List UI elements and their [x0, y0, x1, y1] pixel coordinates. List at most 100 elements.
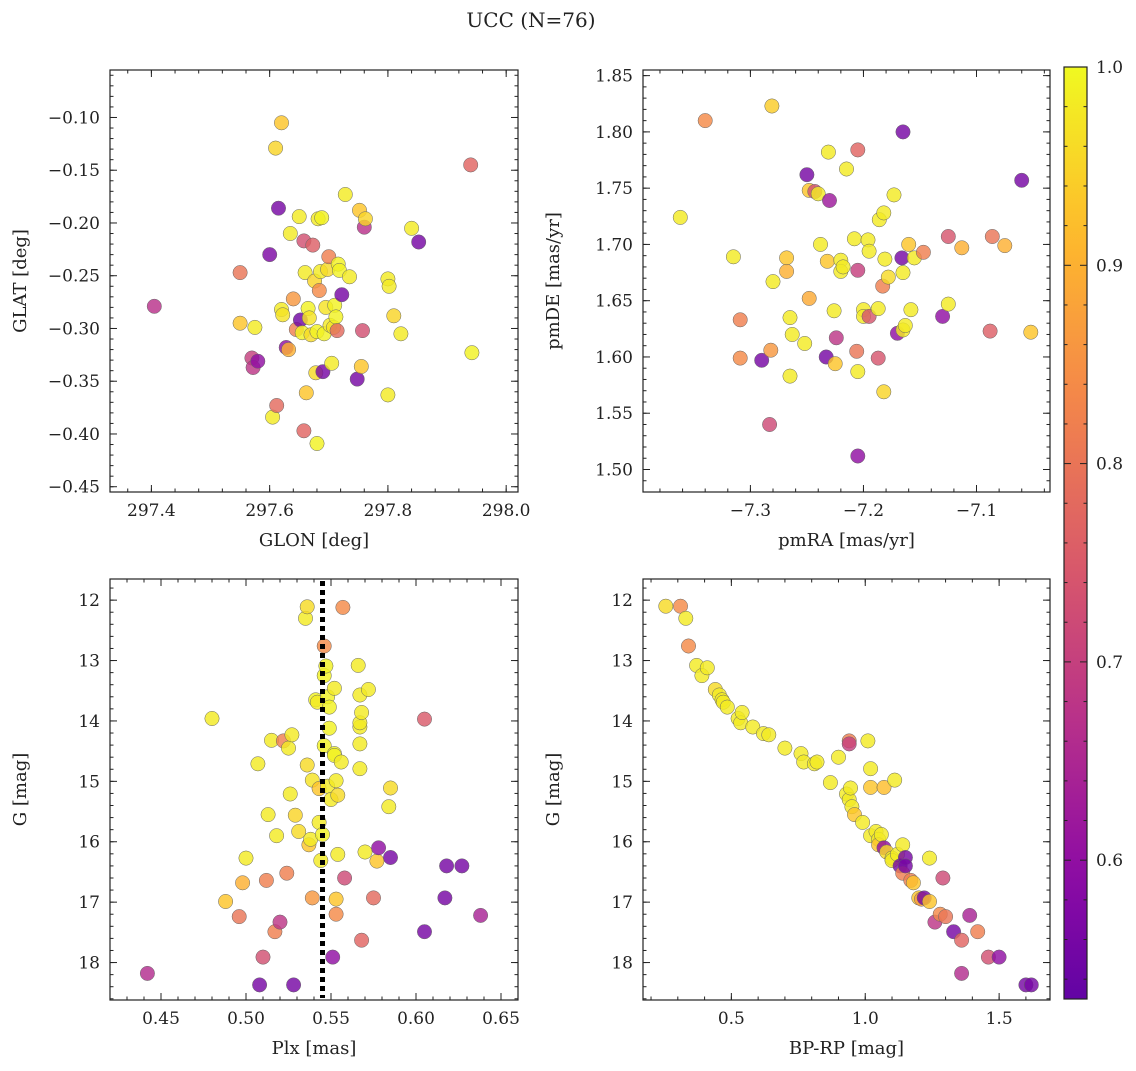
scatter-point: [381, 799, 397, 815]
scatter-point: [258, 872, 274, 888]
scatter-point: [935, 308, 951, 324]
y-tick-label: 1.60: [595, 348, 633, 368]
colorbar-tick-label: 0.9: [1096, 256, 1123, 276]
scatter-point: [262, 247, 278, 263]
scatter-point: [777, 740, 793, 756]
x-tick-label: 0.50: [227, 1009, 265, 1029]
y-tick-label: 17: [78, 893, 100, 913]
scatter-point: [876, 205, 892, 221]
scatter-point: [282, 226, 298, 241]
scatter-point: [782, 368, 798, 384]
scatter-point: [745, 719, 761, 735]
scatter-point: [940, 229, 956, 244]
figure-title: UCC (N=76): [466, 8, 595, 32]
scatter-point: [417, 924, 432, 940]
scatter-point: [473, 907, 489, 923]
scatter-point: [855, 814, 871, 830]
y-tick-label: −0.20: [48, 214, 100, 234]
scatter-point: [903, 302, 919, 318]
scatter-point: [954, 240, 970, 256]
scatter-point: [354, 932, 370, 948]
y-axis-label: G [mag]: [10, 753, 31, 826]
scatter-point: [820, 144, 836, 160]
scatter-point: [334, 287, 350, 303]
x-tick-label: 298.0: [482, 501, 531, 521]
scatter-point: [272, 914, 288, 930]
y-tick-label: 18: [78, 954, 100, 974]
scatter-point: [298, 385, 314, 401]
scatter-point: [843, 780, 858, 796]
y-tick-label: 1.50: [595, 460, 633, 480]
scatter-point: [328, 309, 344, 325]
y-tick-label: −0.30: [48, 319, 100, 339]
points-glon-glat: [146, 115, 480, 451]
scatter-point: [938, 909, 954, 925]
scatter-point: [764, 98, 780, 114]
scatter-point: [849, 343, 865, 359]
y-tick-label: 1.75: [595, 179, 633, 199]
scatter-point: [732, 350, 748, 366]
scatter-point: [291, 209, 307, 225]
scatter-point: [342, 269, 357, 285]
x-tick-label: 0.55: [312, 1009, 350, 1029]
scatter-point: [801, 290, 817, 306]
y-tick-label: −0.25: [48, 267, 100, 287]
scatter-point: [876, 384, 892, 400]
axes-frame: [642, 69, 1051, 493]
colorbar-tick-label: 0.6: [1096, 851, 1123, 871]
scatter-point: [697, 113, 713, 129]
scatter-point: [383, 850, 398, 865]
panel-bprp-g: 0.5 1.0 1.5 12 13 14 15 16 17 18 BP-RP [mag] G [mag…: [543, 578, 1051, 1059]
scatter-point: [304, 890, 320, 906]
scatter-point: [762, 417, 778, 432]
scatter-point: [314, 210, 330, 226]
scatter-point: [841, 736, 857, 752]
scatter-point: [880, 269, 896, 285]
scatter-point: [828, 330, 844, 346]
scatter-point: [218, 894, 234, 909]
y-tick-label: −0.35: [48, 372, 100, 392]
scatter-point: [954, 932, 970, 948]
scatter-point: [291, 824, 307, 839]
scatter-point: [831, 749, 846, 765]
colorbar-tick-label: 0.7: [1096, 653, 1123, 673]
scatter-point: [325, 949, 341, 965]
colorbar: 0.6 0.7 0.8 0.9 1.0: [1063, 58, 1123, 1000]
y-axis-label: G [mag]: [543, 753, 564, 826]
scatter-point: [439, 858, 455, 874]
scatter-point: [337, 187, 353, 202]
scatter-point: [309, 436, 325, 451]
scatter-point: [784, 327, 800, 342]
scatter-point: [311, 283, 327, 298]
scatter-point: [870, 301, 886, 317]
x-tick-label: −7.3: [730, 501, 771, 521]
scatter-point: [954, 965, 970, 981]
scatter-point: [658, 598, 674, 614]
scatter-point: [895, 124, 911, 140]
scatter-point: [324, 355, 340, 371]
scatter-point: [850, 448, 866, 464]
scatter-point: [330, 846, 346, 862]
scatter-point: [232, 315, 248, 331]
y-tick-label: 1.55: [595, 404, 633, 424]
scatter-point: [357, 844, 373, 860]
scatter-point: [991, 949, 1007, 965]
scatter-point: [352, 761, 368, 777]
y-tick-label: 14: [611, 712, 633, 732]
scatter-point: [286, 977, 302, 993]
scatter-point: [235, 875, 251, 891]
scatter-point: [935, 870, 951, 886]
scatter-point: [328, 773, 344, 789]
scatter-point: [863, 779, 879, 795]
scatter-point: [328, 906, 344, 922]
scatter-point: [326, 680, 342, 696]
scatter-point: [287, 807, 303, 823]
scatter-point: [719, 699, 735, 715]
scatter-point: [761, 727, 777, 743]
scatter-point: [274, 115, 289, 131]
scatter-point: [417, 711, 432, 727]
scatter-point: [895, 837, 911, 853]
scatter-point: [275, 307, 291, 323]
scatter-point: [725, 249, 741, 265]
